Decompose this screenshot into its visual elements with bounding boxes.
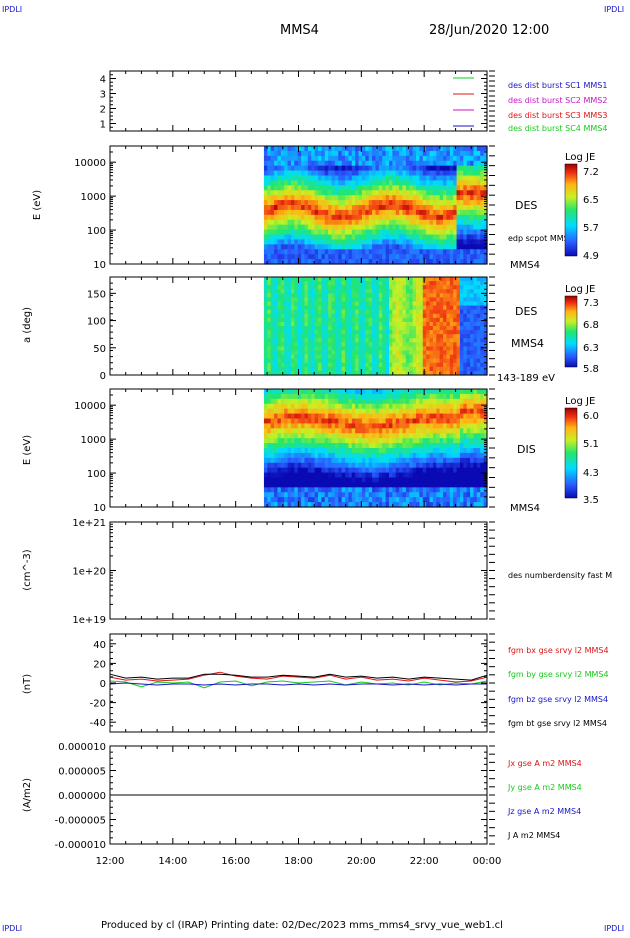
des-pitch-ylabel: a (deg): [22, 307, 33, 343]
des-energy-cbar-tick: 5.7: [583, 223, 599, 234]
fgm-legend-by: fgm by gse srvy l2 MMS4: [508, 670, 609, 679]
des-energy-ylabel: E (eV): [32, 190, 43, 220]
dis-energy-label-mms4: MMS4: [510, 503, 540, 514]
des-energy-spectrogram: [264, 146, 488, 265]
des-energy-label-scpot: edp scpot MMS4: [508, 234, 574, 243]
dis-energy-colorbar: [565, 408, 577, 498]
des-pitch-label-des: DES: [515, 305, 537, 318]
des-pitch-cbar-tick: 7.3: [583, 298, 599, 309]
des-pitch-cbar-title: Log JE: [565, 284, 595, 295]
des-energy-cbar-tick: 7.2: [583, 167, 599, 178]
legend-mms1: des dist burst SC1 MMS1: [508, 81, 607, 90]
y-tick-label: 2: [100, 105, 106, 116]
y-tick-label: 10000: [74, 158, 106, 169]
corner-label-top-right: IPDLI: [604, 5, 624, 14]
des-energy-cbar-tick: 4.9: [583, 251, 599, 262]
des-pitch-colorbar: [565, 296, 577, 367]
panel-sc-frame: [110, 71, 487, 131]
y-tick-label: 0: [100, 371, 106, 382]
dis-energy-cbar-tick: 4.3: [583, 468, 599, 479]
y-tick-label: 100: [87, 317, 106, 328]
des-energy-label-des: DES: [515, 199, 537, 212]
fgm-legend-bx: fgm bx gse srvy l2 MMS4: [508, 646, 609, 655]
panel-des-energy: E (eV) DES edp scpot MMS4 MMS4 Log JE 7.…: [32, 146, 599, 271]
dis-energy-ylabel: E (eV): [22, 435, 33, 465]
density-ylabel: (cm^-3): [22, 549, 33, 590]
des-pitch-label-energy: 143-189 eV: [497, 373, 555, 384]
fgm-legend-bt: fgm bt gse srvy l2 MMS4: [508, 719, 607, 728]
y-tick-label: 100: [87, 226, 106, 237]
fgm-legend-bz: fgm bz gse srvy l2 MMS4: [508, 695, 608, 704]
current-legend-jy: Jy gse A m2 MMS4: [507, 783, 582, 792]
corner-label-bottom-right: IPDLI: [604, 924, 624, 933]
des-energy-colorbar: [565, 164, 577, 256]
des-pitch-cbar-tick: 6.3: [583, 343, 599, 354]
des-energy-cbar-title: Log JE: [565, 152, 595, 163]
density-label: des numberdensity fast M: [508, 571, 612, 580]
corner-label-top-left: IPDLI: [2, 5, 22, 14]
current-ylabel: (A/m2): [22, 778, 33, 812]
current-legend-j: J A m2 MMS4: [507, 831, 560, 840]
y-tick-label: 1000: [81, 192, 106, 203]
spacecraft-title: MMS4: [280, 23, 319, 38]
des-energy-label-mms4: MMS4: [510, 260, 540, 271]
y-tick-label: 10: [93, 260, 106, 271]
des-pitch-spectrogram: [264, 277, 488, 376]
panel-fgm: (nT) fgm bx gse srvy l2 MMS4 fgm by gse …: [22, 634, 609, 732]
des-energy-cbar-tick: 6.5: [583, 195, 599, 206]
dis-energy-cbar-tick: 6.0: [583, 411, 599, 422]
des-pitch-cbar-tick: 5.8: [583, 364, 599, 375]
dis-energy-label-dis: DIS: [517, 443, 536, 456]
footer-text: Produced by cl (IRAP) Printing date: 02/…: [101, 920, 503, 931]
y-tick-label: 150: [87, 289, 106, 300]
datetime-title: 28/Jun/2020 12:00: [429, 23, 549, 38]
des-pitch-label-mms4: MMS4: [511, 337, 544, 350]
corner-label-bottom-left: IPDLI: [2, 924, 22, 933]
dis-energy-cbar-title: Log JE: [565, 396, 595, 407]
dis-energy-cbar-tick: 5.1: [583, 439, 599, 450]
panel-sc-indicator: des dist burst SC1 MMS1 des dist burst S…: [110, 71, 607, 133]
panel-density-frame: [110, 522, 487, 619]
y-tick-label: 1: [100, 120, 106, 131]
fgm-ylabel: (nT): [22, 674, 33, 694]
legend-mms2: des dist burst SC2 MMS2: [508, 96, 607, 105]
fgm-lines: [110, 672, 487, 688]
panel-des-pitch: a (deg) DES MMS4 143-189 eV Log JE 7.3 6…: [22, 277, 599, 384]
y-tick-label: 3: [100, 90, 106, 101]
des-pitch-cbar-tick: 6.8: [583, 320, 599, 331]
dis-energy-spectrogram: [264, 389, 488, 508]
legend-mms3: des dist burst SC3 MMS3: [508, 111, 607, 120]
y-tick-label: 50: [93, 344, 106, 355]
current-legend-jz: Jz gse A m2 MMS4: [507, 807, 581, 816]
panel-dis-energy: E (eV) DIS MMS4 Log JE 6.0 5.1 4.3 3.5: [22, 389, 599, 514]
current-legend-jx: Jx gse A m2 MMS4: [507, 759, 582, 768]
dis-energy-cbar-tick: 3.5: [583, 495, 599, 506]
y-tick-label: 4: [100, 75, 106, 86]
legend-mms4: des dist burst SC4 MMS4: [508, 124, 607, 133]
